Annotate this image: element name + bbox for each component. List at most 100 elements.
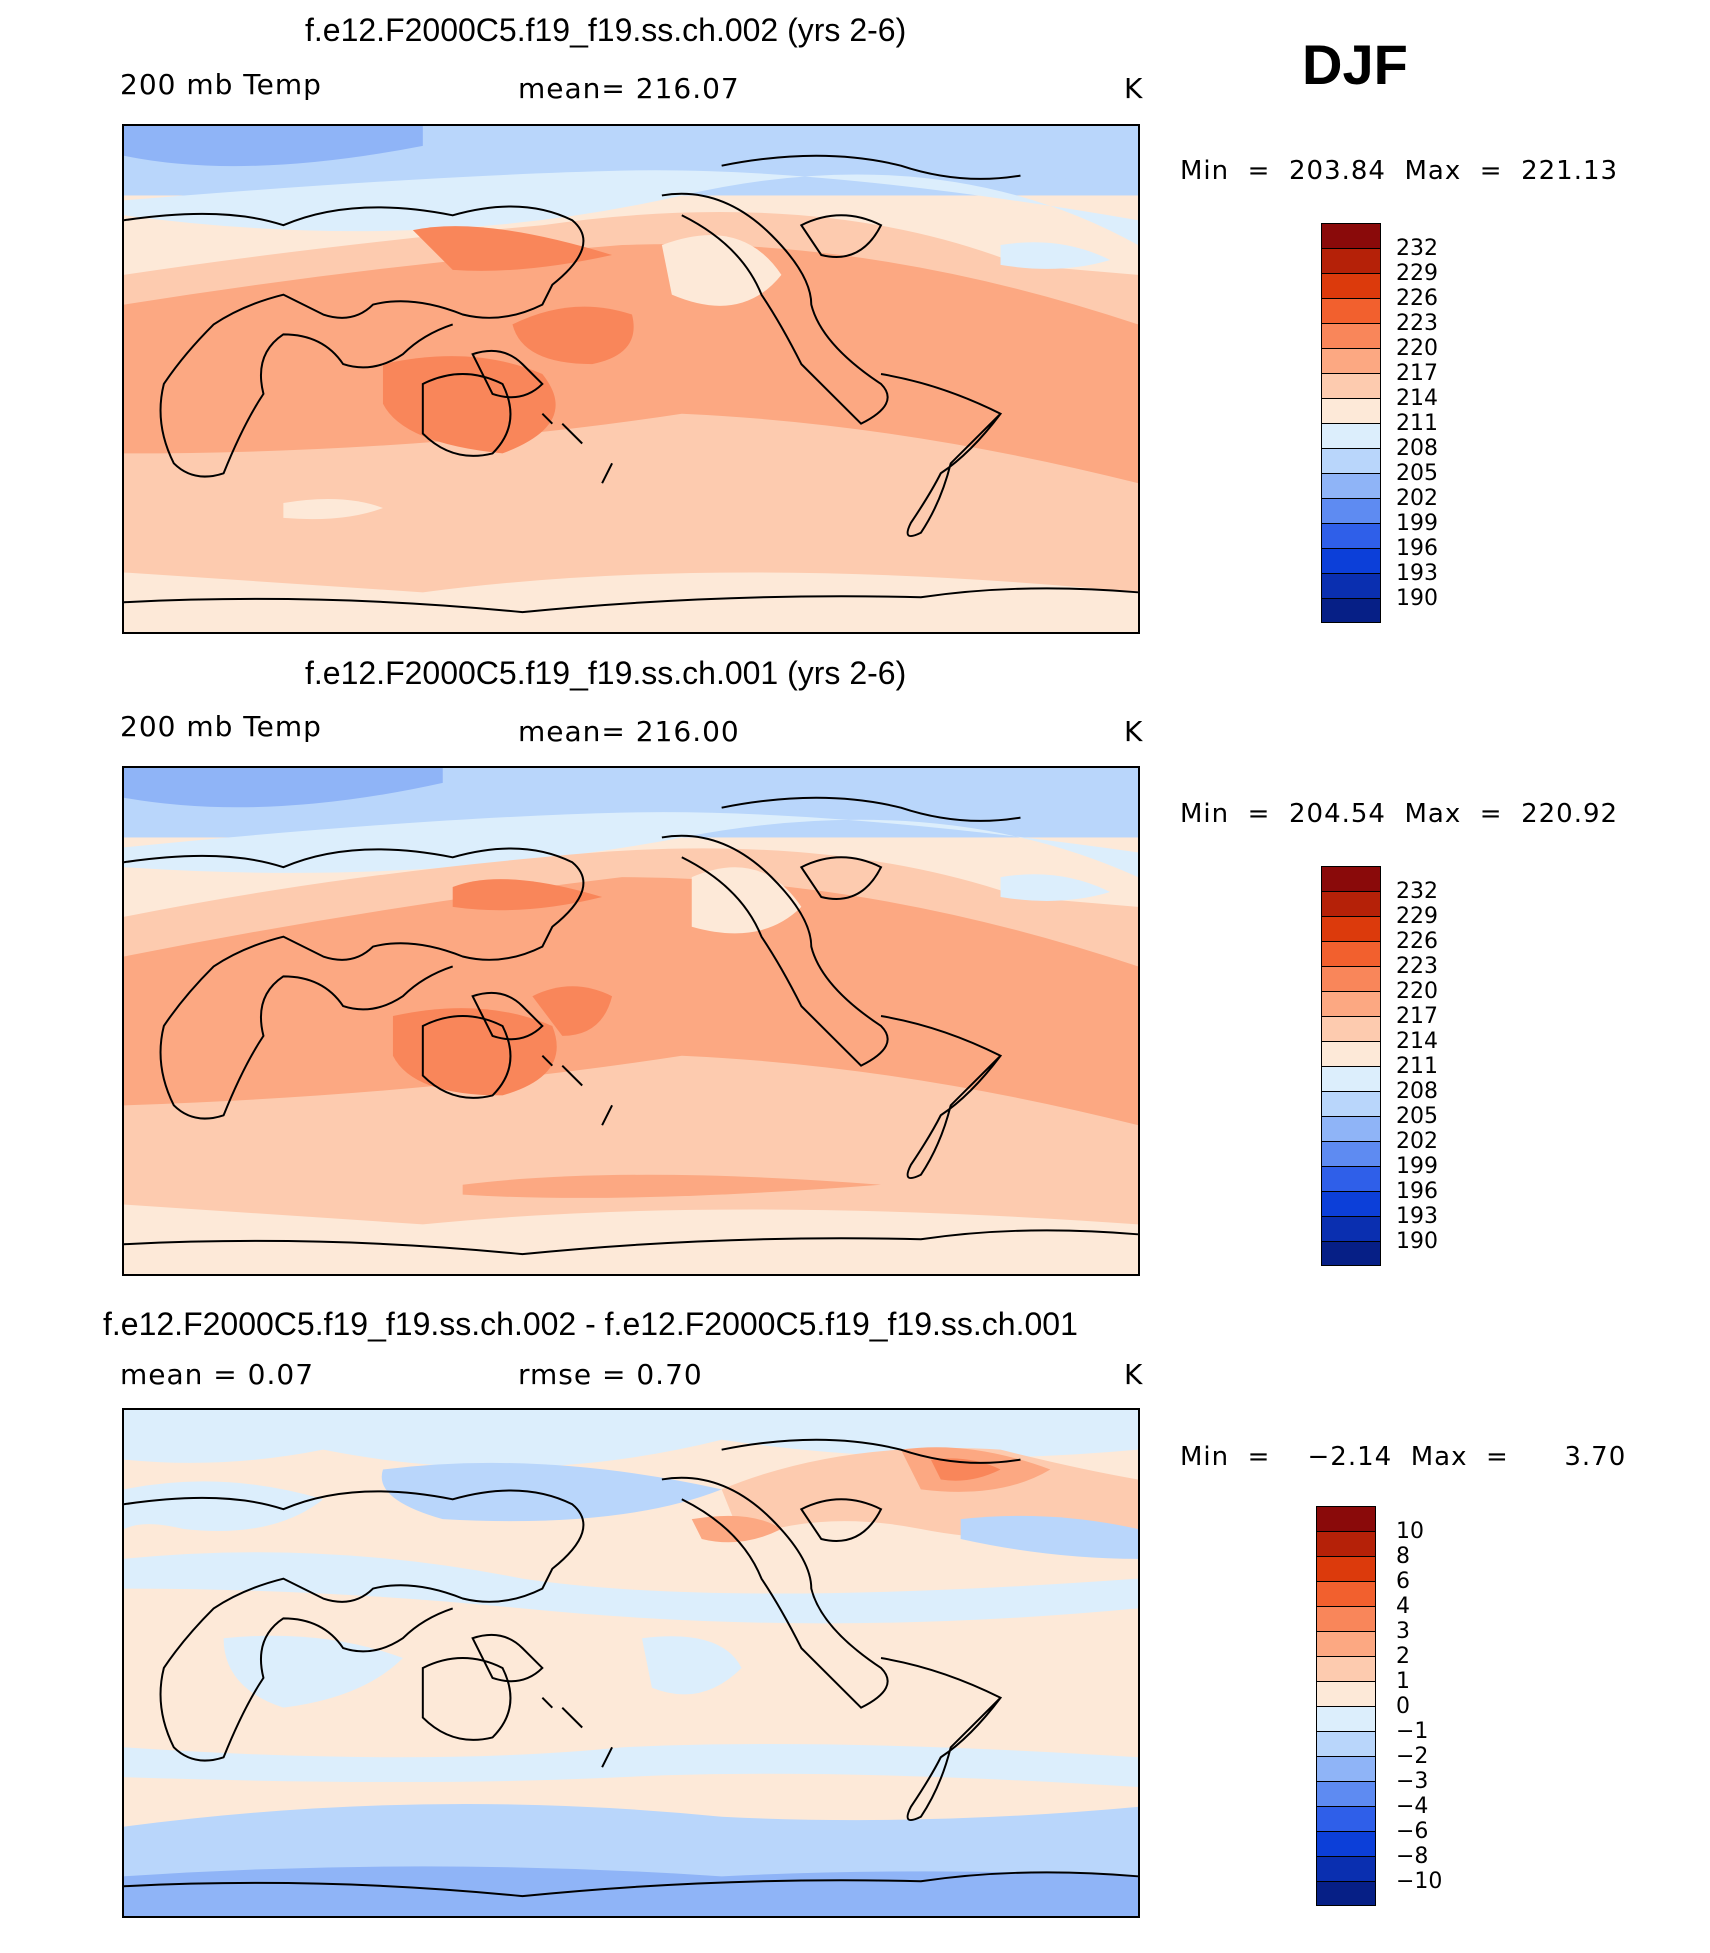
panel-3-mean-label: mean = 0.07 — [120, 1358, 315, 1391]
panel-1-colorbar-box — [1321, 423, 1381, 448]
panel-3-colorbar-box — [1316, 1581, 1376, 1606]
panel-2-colorbar-box — [1321, 891, 1381, 916]
panel-2-tick-label: 196 — [1396, 1179, 1438, 1204]
panel-2-colorbar-box — [1321, 1191, 1381, 1216]
panel-1-colorbar-box — [1321, 523, 1381, 548]
panel-1-colorbar-box — [1321, 298, 1381, 323]
panel-3-colorbar-box — [1316, 1606, 1376, 1631]
panel-3-minmax: Min = −2.14 Max = 3.70 — [1180, 1442, 1627, 1472]
panel-2-tick-label: 193 — [1396, 1204, 1438, 1229]
panel-1-tick-label: 196 — [1396, 536, 1438, 561]
panel-2-colorbar-box — [1321, 916, 1381, 941]
panel-2-tick-label: 214 — [1396, 1029, 1438, 1054]
panel-1-tick-label: 208 — [1396, 436, 1438, 461]
season-label: DJF — [1302, 33, 1408, 96]
panel-2-colorbar-box — [1321, 1241, 1381, 1266]
panel-1-tick-label: 220 — [1396, 336, 1438, 361]
panel-1-colorbar-box — [1321, 248, 1381, 273]
panel-2-colorbar-box — [1321, 1166, 1381, 1191]
panel-2-tick-label: 211 — [1396, 1054, 1438, 1079]
panel-1-colorbar-box — [1321, 323, 1381, 348]
panel-1-colorbar-box — [1321, 273, 1381, 298]
panel-3-tick-label: 3 — [1396, 1619, 1410, 1644]
panel-2-tick-label: 208 — [1396, 1079, 1438, 1104]
panel-1-title: f.e12.F2000C5.f19_f19.ss.ch.002 (yrs 2-6… — [305, 12, 907, 48]
panel-3-colorbar-box — [1316, 1731, 1376, 1756]
panel-3-tick-label: 6 — [1396, 1569, 1410, 1594]
panel-3-map — [122, 1408, 1140, 1918]
panel-2-tick-label: 229 — [1396, 904, 1438, 929]
panel-3-colorbar-box — [1316, 1631, 1376, 1656]
panel-2-colorbar-box — [1321, 966, 1381, 991]
panel-1-colorbar — [1321, 223, 1381, 623]
panel-2-tick-label: 202 — [1396, 1129, 1438, 1154]
panel-1-colorbar-box — [1321, 573, 1381, 598]
panel-3-colorbar-box — [1316, 1756, 1376, 1781]
panel-1-colorbar-box — [1321, 498, 1381, 523]
panel-3-tick-label: 2 — [1396, 1644, 1410, 1669]
panel-3-colorbar-box — [1316, 1881, 1376, 1906]
panel-3-colorbar-box — [1316, 1706, 1376, 1731]
panel-3-colorbar-box — [1316, 1781, 1376, 1806]
panel-3-colorbar — [1316, 1506, 1376, 1906]
panel-1-tick-label: 217 — [1396, 361, 1438, 386]
panel-2-colorbar-box — [1321, 866, 1381, 891]
panel-2-colorbar-box — [1321, 1141, 1381, 1166]
panel-3-tick-label: −4 — [1396, 1794, 1429, 1819]
panel-1-tick-label: 202 — [1396, 486, 1438, 511]
panel-2-colorbar-box — [1321, 1016, 1381, 1041]
panel-3-colorbar-box — [1316, 1856, 1376, 1881]
panel-3-colorbar-box — [1316, 1806, 1376, 1831]
panel-3-colorbar-box — [1316, 1506, 1376, 1531]
panel-2-tick-label: 232 — [1396, 879, 1438, 904]
panel-1-colorbar-box — [1321, 223, 1381, 248]
panel-1-tick-label: 199 — [1396, 511, 1438, 536]
panel-2-units: K — [1124, 715, 1144, 748]
panel-3-title: f.e12.F2000C5.f19_f19.ss.ch.002 - f.e12.… — [103, 1306, 1078, 1342]
panel-1-colorbar-box — [1321, 473, 1381, 498]
panel-3-colorbar-box — [1316, 1531, 1376, 1556]
panel-1-colorbar-box — [1321, 548, 1381, 573]
panel-2-colorbar-box — [1321, 991, 1381, 1016]
panel-2-map-graphic — [124, 768, 1138, 1274]
panel-1-tick-label: 226 — [1396, 286, 1438, 311]
panel-2-colorbar-box — [1321, 1066, 1381, 1091]
panel-2-colorbar-box — [1321, 1091, 1381, 1116]
panel-3-tick-label: 1 — [1396, 1669, 1410, 1694]
panel-2-tick-label: 205 — [1396, 1104, 1438, 1129]
panel-1-tick-label: 232 — [1396, 236, 1438, 261]
panel-3-map-graphic — [124, 1410, 1138, 1916]
panel-3-colorbar-box — [1316, 1831, 1376, 1856]
panel-2-colorbar-box — [1321, 1216, 1381, 1241]
panel-2-colorbar — [1321, 866, 1381, 1266]
panel-1-variable-label: 200 mb Temp — [120, 68, 322, 101]
panel-1-colorbar-box — [1321, 448, 1381, 473]
panel-2-colorbar-box — [1321, 1041, 1381, 1066]
panel-2-tick-label: 199 — [1396, 1154, 1438, 1179]
panel-2-tick-label: 217 — [1396, 1004, 1438, 1029]
panel-2-colorbar-box — [1321, 1116, 1381, 1141]
panel-3-colorbar-box — [1316, 1681, 1376, 1706]
panel-3-tick-label: 4 — [1396, 1594, 1410, 1619]
panel-1-tick-label: 214 — [1396, 386, 1438, 411]
panel-3-tick-label: 10 — [1396, 1519, 1424, 1544]
panel-3-tick-label: −8 — [1396, 1844, 1429, 1869]
panel-2-minmax: Min = 204.54 Max = 220.92 — [1180, 799, 1619, 829]
panel-3-tick-label: −10 — [1396, 1869, 1443, 1894]
panel-2-tick-label: 223 — [1396, 954, 1438, 979]
panel-1-map — [122, 124, 1140, 634]
panel-1-tick-label: 223 — [1396, 311, 1438, 336]
panel-3-units: K — [1124, 1358, 1144, 1391]
panel-1-tick-label: 229 — [1396, 261, 1438, 286]
panel-3-tick-label: −1 — [1396, 1719, 1429, 1744]
panel-1-tick-label: 205 — [1396, 461, 1438, 486]
panel-2-title: f.e12.F2000C5.f19_f19.ss.ch.001 (yrs 2-6… — [305, 655, 907, 691]
panel-1-minmax: Min = 203.84 Max = 221.13 — [1180, 156, 1619, 186]
panel-2-map — [122, 766, 1140, 1276]
panel-1-colorbar-box — [1321, 348, 1381, 373]
panel-1-tick-label: 193 — [1396, 561, 1438, 586]
panel-1-colorbar-box — [1321, 598, 1381, 623]
panel-3-colorbar-box — [1316, 1556, 1376, 1581]
panel-2-tick-label: 226 — [1396, 929, 1438, 954]
panel-1-colorbar-box — [1321, 398, 1381, 423]
